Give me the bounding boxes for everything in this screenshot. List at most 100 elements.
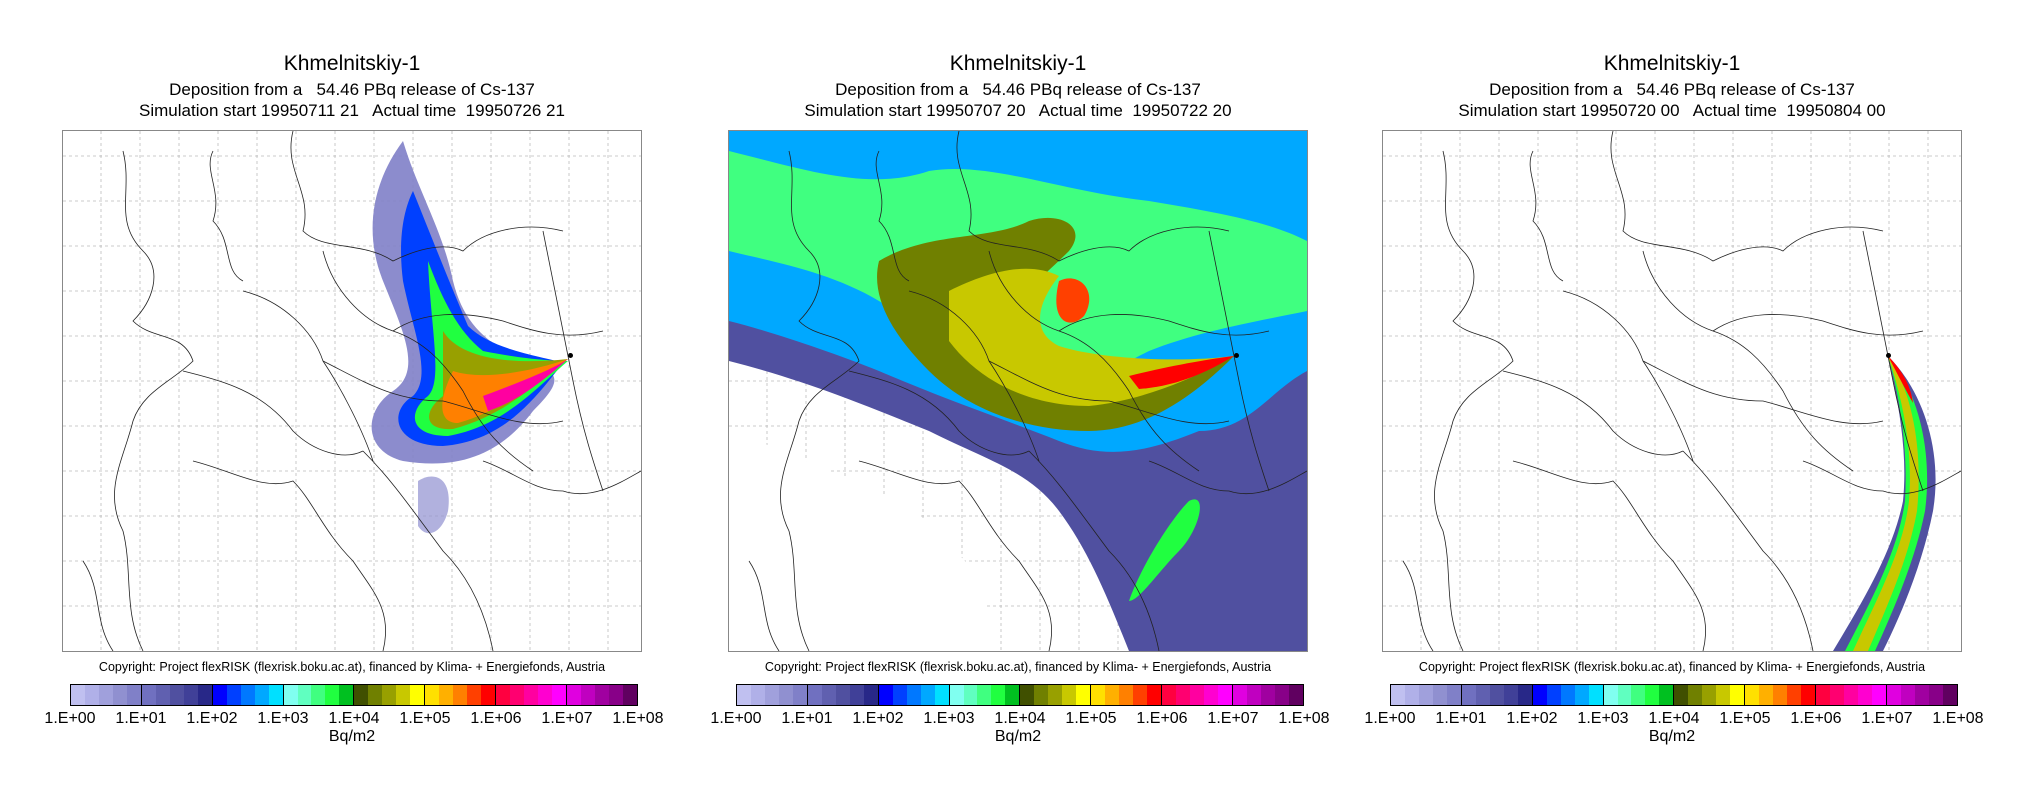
colorbar-ticks: 1.E+00 1.E+01 1.E+02 1.E+03 1.E+04 1.E+05 1.E+… xyxy=(1364,710,1983,730)
colorbar-swatch xyxy=(1830,685,1844,705)
colorbar-swatch xyxy=(467,685,482,705)
colorbar-swatch xyxy=(1532,685,1547,705)
coastlines-and-borders xyxy=(748,131,1307,651)
colorbar-swatch xyxy=(1871,685,1887,705)
colorbar-swatch xyxy=(410,685,426,705)
colorbar-swatch xyxy=(1546,685,1561,705)
map-panel-3: Khmelnitskiy-1 Deposition from a 54.46 P… xyxy=(1364,0,1983,793)
colorbar-swatch xyxy=(778,685,793,705)
colorbar-swatch xyxy=(1942,685,1957,705)
colorbar-swatch xyxy=(934,685,950,705)
colorbar-swatch xyxy=(226,685,241,705)
map-panel-2: Khmelnitskiy-1 Deposition from a 54.46 P… xyxy=(710,0,1329,793)
colorbar-swatch xyxy=(1461,685,1476,705)
colorbar-tick-label: 1.E+04 xyxy=(328,710,380,727)
deposition-contour xyxy=(729,431,989,651)
colorbar-swatch xyxy=(112,685,127,705)
colorbar-swatch xyxy=(1217,685,1233,705)
colorbar-tick-label: 1.E+03 xyxy=(923,710,975,727)
colorbar-swatch xyxy=(1274,685,1289,705)
colorbar-unit: Bq/m2 xyxy=(328,728,376,745)
source-marker xyxy=(1886,353,1891,358)
colorbar-tick-label: 1.E+07 xyxy=(1207,710,1259,727)
colorbar-swatch xyxy=(71,685,85,705)
colorbar-swatch xyxy=(1517,685,1533,705)
colorbar-swatch xyxy=(1232,685,1247,705)
colorbar-tick-label: 1.E+01 xyxy=(781,710,833,727)
colorbar-swatch xyxy=(1246,685,1261,705)
colorbar-tick-label: 1.E+02 xyxy=(852,710,904,727)
deposition-contour xyxy=(1129,356,1234,389)
deposition-map xyxy=(62,130,642,652)
colorbar-swatch xyxy=(510,685,524,705)
colorbar-swatch xyxy=(906,685,921,705)
colorbar-tick-label: 1.E+01 xyxy=(115,710,167,727)
colorbar-tick-label: 1.E+08 xyxy=(1932,710,1984,727)
colorbar-tick-label: 1.E+08 xyxy=(1278,710,1330,727)
colorbar-swatch xyxy=(84,685,99,705)
colorbar-swatch xyxy=(1801,685,1817,705)
copyright-note: Copyright: Project flexRISK (flexrisk.bo… xyxy=(98,660,606,674)
colorbar-tick-label: 1.E+01 xyxy=(1435,710,1487,727)
colorbar-swatch xyxy=(1745,685,1760,705)
colorbar-tick-label: 1.E+03 xyxy=(1577,710,1629,727)
lat-lon-grid xyxy=(1383,131,1961,651)
colorbar-swatch xyxy=(878,685,893,705)
panel-title: Khmelnitskiy-1 xyxy=(283,52,421,75)
colorbar-swatch xyxy=(155,685,170,705)
colorbar-tick-label: 1.E+03 xyxy=(257,710,309,727)
colorbar-tick-label: 1.E+07 xyxy=(1861,710,1913,727)
colorbar-tick-label: 1.E+00 xyxy=(710,710,762,727)
colorbar-swatch xyxy=(339,685,355,705)
colorbar-swatch xyxy=(1645,685,1660,705)
colorbar-swatch xyxy=(1446,685,1462,705)
colorbar-swatch xyxy=(1688,685,1703,705)
colorbar-swatch xyxy=(1900,685,1915,705)
colorbar-swatch xyxy=(297,685,312,705)
map-panel-1: Khmelnitskiy-1 Deposition from a 54.46 P… xyxy=(44,0,663,793)
colorbar-swatch xyxy=(1928,685,1943,705)
colorbar-swatch xyxy=(1886,685,1901,705)
colorbar-swatch xyxy=(126,685,142,705)
colorbar-swatch xyxy=(283,685,298,705)
coastlines-and-borders xyxy=(1402,131,1961,651)
colorbar-swatch xyxy=(1503,685,1518,705)
colorbar-swatch xyxy=(1034,685,1049,705)
colorbar-swatch xyxy=(1076,685,1092,705)
deposition-contour xyxy=(483,359,568,411)
colorbar-swatch xyxy=(496,685,511,705)
colorbar-swatch xyxy=(1288,685,1303,705)
colorbar-swatch xyxy=(1048,685,1063,705)
colorbar-swatch xyxy=(311,685,326,705)
colorbar-swatch xyxy=(197,685,213,705)
colorbar-swatch xyxy=(764,685,779,705)
colorbar-swatch xyxy=(737,685,751,705)
deposition-subtitle: Deposition from a 54.46 PBq release of C… xyxy=(1489,80,1855,99)
source-marker xyxy=(1234,353,1239,358)
colorbar-swatch xyxy=(453,685,468,705)
colorbar-swatch xyxy=(141,685,156,705)
colorbar-swatch xyxy=(1560,685,1575,705)
colorbar-swatch xyxy=(354,685,369,705)
colorbar-swatch xyxy=(1475,685,1490,705)
colorbar-swatch xyxy=(1787,685,1802,705)
colorbar-swatch xyxy=(325,685,340,705)
colorbar-swatch xyxy=(1631,685,1646,705)
colorbar-tick-label: 1.E+07 xyxy=(541,710,593,727)
colorbar-tick-label: 1.E+00 xyxy=(1364,710,1416,727)
colorbar-tick-label: 1.E+02 xyxy=(186,710,238,727)
colorbar-tick-label: 1.E+04 xyxy=(994,710,1046,727)
copyright-note: Copyright: Project flexRISK (flexrisk.bo… xyxy=(764,660,1272,674)
colorbar-tick-label: 1.E+00 xyxy=(44,710,96,727)
colorbar-swatch xyxy=(1702,685,1717,705)
simulation-time: Simulation start 19950711 21 Actual time… xyxy=(139,101,565,120)
colorbar-swatch xyxy=(1190,685,1204,705)
colorbar-swatch xyxy=(382,685,397,705)
colorbar-swatch xyxy=(1020,685,1035,705)
colorbar-unit: Bq/m2 xyxy=(994,728,1042,745)
colorbar xyxy=(70,684,638,706)
colorbar-swatch xyxy=(1162,685,1177,705)
colorbar-tick-label: 1.E+05 xyxy=(1719,710,1771,727)
colorbar-tick-label: 1.E+05 xyxy=(399,710,451,727)
colorbar-swatch xyxy=(481,685,497,705)
